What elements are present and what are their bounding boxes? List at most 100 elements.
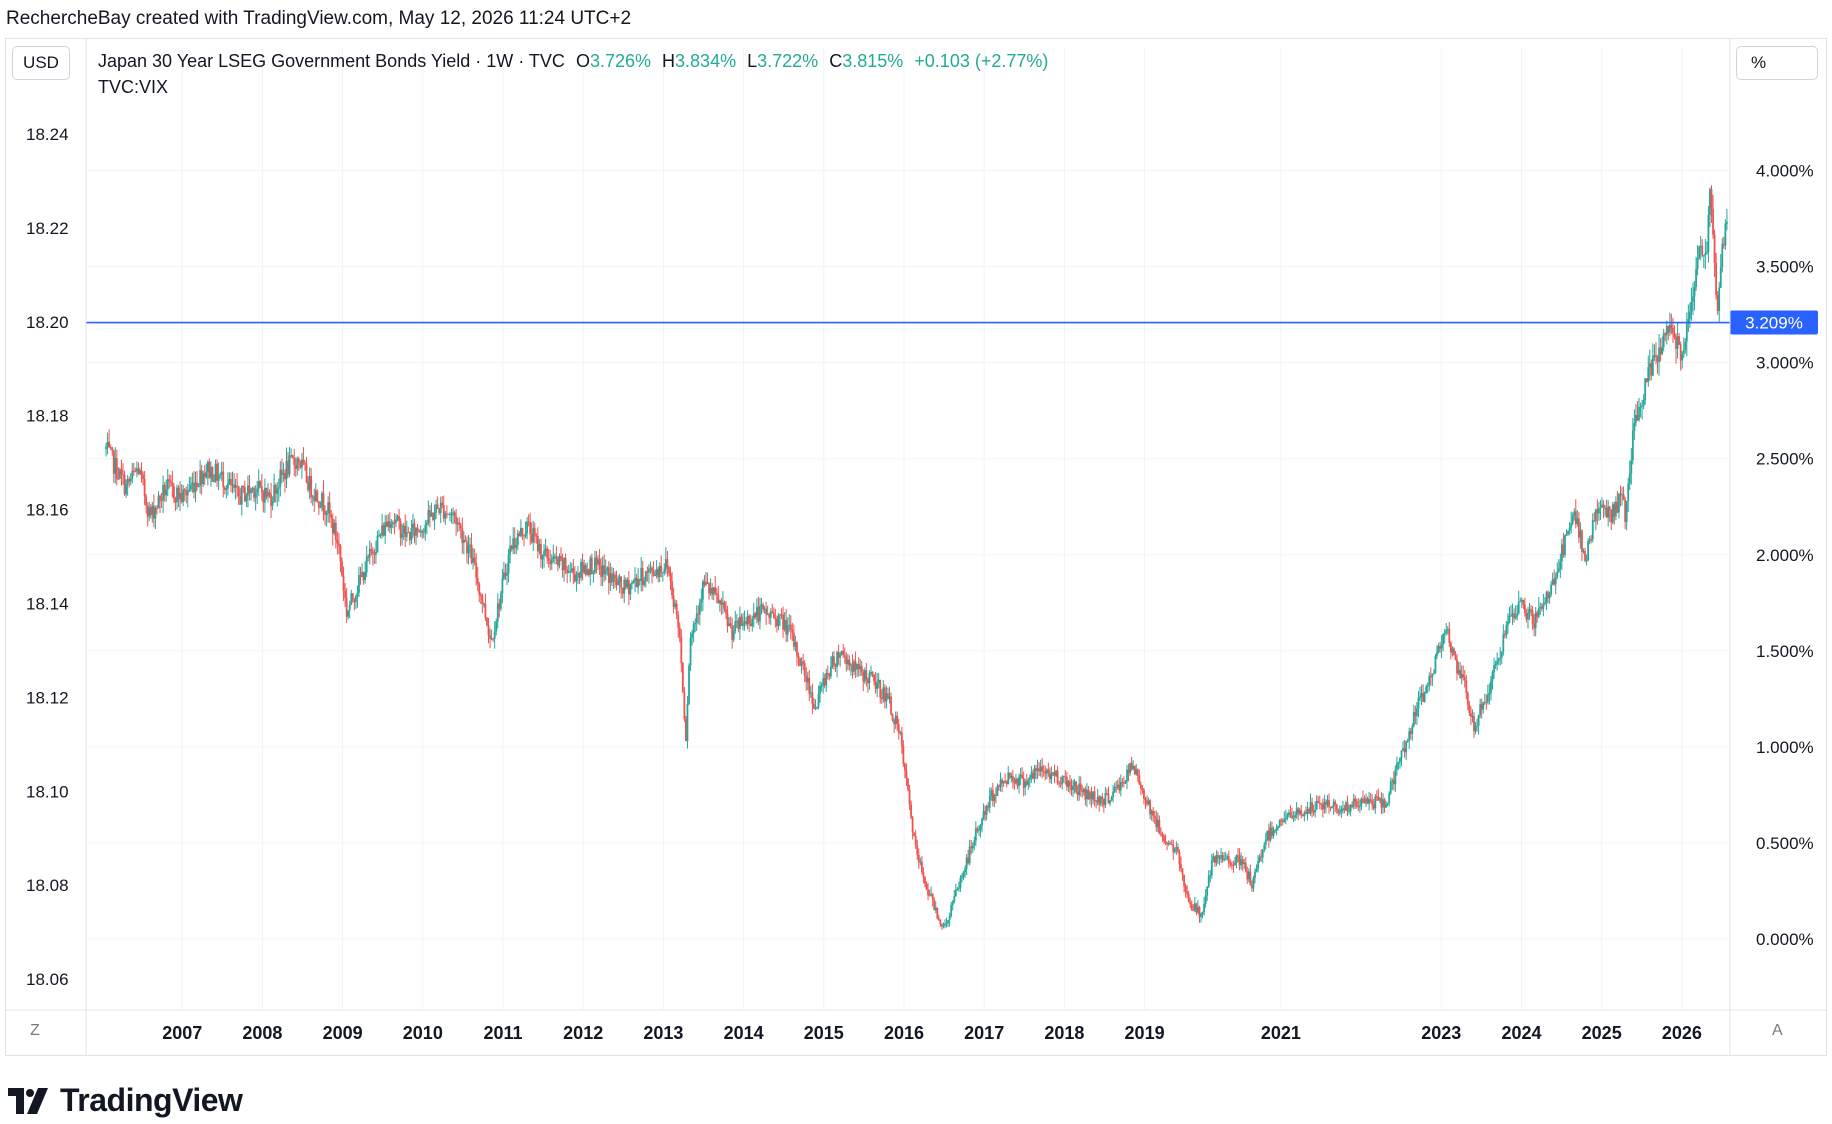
candle-body bbox=[1334, 801, 1337, 805]
candle-body bbox=[535, 535, 538, 537]
candle-body bbox=[691, 633, 693, 638]
candle-body bbox=[1010, 775, 1013, 778]
candle-body bbox=[1645, 378, 1648, 382]
x-tick-label: 2014 bbox=[724, 1023, 764, 1043]
candle-body bbox=[1574, 511, 1577, 524]
candle-body bbox=[536, 536, 539, 552]
candle-body bbox=[788, 624, 791, 626]
tradingview-logo[interactable]: TradingView bbox=[8, 1082, 243, 1119]
percent-scale-button[interactable]: % bbox=[1736, 46, 1818, 80]
candle-body bbox=[859, 666, 862, 670]
candle-body bbox=[1601, 504, 1603, 508]
candle-body bbox=[1616, 501, 1619, 513]
candle-body bbox=[1115, 786, 1118, 788]
candle-body bbox=[452, 512, 454, 514]
candle-body bbox=[648, 568, 650, 573]
candle-body bbox=[1096, 796, 1099, 803]
candle-body bbox=[185, 490, 188, 496]
candle-body bbox=[651, 567, 653, 572]
candle-body bbox=[314, 490, 317, 501]
candle-body bbox=[1281, 820, 1284, 822]
candle-body bbox=[851, 664, 854, 672]
candle-body bbox=[1599, 507, 1602, 509]
candle-body bbox=[1133, 766, 1136, 775]
candle-body bbox=[1375, 796, 1378, 798]
right-tick-label: 4.000% bbox=[1756, 162, 1814, 181]
candle-body bbox=[1550, 584, 1553, 595]
candle-body bbox=[1227, 856, 1230, 863]
candle-body bbox=[890, 696, 892, 715]
candle-body bbox=[120, 469, 123, 475]
candle-body bbox=[888, 696, 891, 699]
candle-body bbox=[1349, 804, 1352, 812]
candle-body bbox=[1662, 333, 1665, 348]
candle-body bbox=[1633, 423, 1636, 431]
candle-body bbox=[1693, 286, 1696, 297]
candle-body bbox=[1480, 704, 1483, 710]
candle-body bbox=[1698, 246, 1701, 258]
candle-body bbox=[1402, 748, 1404, 751]
candle-body bbox=[253, 488, 256, 498]
candle-body bbox=[271, 501, 274, 506]
price-chart[interactable]: 3.209% 4.000% 3.500% 3.000% 2.500% 2.000% 1.5… bbox=[0, 0, 1832, 1060]
candle-body bbox=[1030, 772, 1033, 778]
candle-body bbox=[850, 664, 852, 666]
candle-body bbox=[863, 670, 866, 682]
candle-body bbox=[384, 522, 387, 536]
currency-button[interactable]: USD bbox=[12, 46, 70, 80]
candle-body bbox=[359, 575, 362, 578]
candle-body bbox=[567, 571, 570, 573]
candle-body bbox=[154, 507, 157, 519]
candle-body bbox=[555, 556, 558, 559]
candle-body bbox=[509, 545, 512, 555]
candle-body bbox=[1377, 796, 1380, 801]
candle-body bbox=[1499, 657, 1502, 659]
candle-body bbox=[575, 575, 578, 582]
candle-body bbox=[991, 790, 994, 801]
candle-body bbox=[228, 479, 231, 484]
candle-body bbox=[1585, 560, 1588, 562]
candle-body bbox=[1184, 886, 1187, 892]
candle-body bbox=[1503, 634, 1506, 636]
candle-body bbox=[282, 472, 285, 475]
candle-body bbox=[1298, 810, 1301, 814]
candle-body bbox=[985, 805, 988, 815]
candle-body bbox=[149, 507, 152, 516]
attribution-text: RechercheBay created with TradingView.co… bbox=[6, 8, 632, 29]
candle-body bbox=[1069, 781, 1071, 786]
candle-body bbox=[1195, 903, 1198, 913]
candle-body bbox=[331, 518, 334, 534]
candle-body bbox=[1493, 665, 1495, 673]
candle-body bbox=[808, 677, 811, 694]
candle-body bbox=[1288, 812, 1290, 815]
candle-body bbox=[819, 685, 821, 694]
z-button[interactable]: Z bbox=[30, 1022, 40, 1039]
candle-body bbox=[1099, 796, 1102, 805]
candle-body bbox=[1571, 515, 1574, 524]
auto-scale-button[interactable]: A bbox=[1772, 1022, 1783, 1039]
candle-body bbox=[843, 654, 846, 657]
candle-body bbox=[156, 507, 158, 509]
candle-body bbox=[675, 603, 678, 615]
candle-body bbox=[652, 571, 655, 576]
candle-body bbox=[1061, 776, 1064, 785]
candle-body bbox=[560, 555, 562, 560]
candle-body bbox=[701, 581, 704, 600]
candle-body bbox=[689, 637, 692, 666]
candle-body bbox=[520, 527, 522, 537]
candle-body bbox=[470, 544, 473, 563]
candle-body bbox=[669, 573, 672, 582]
candle-body bbox=[1491, 672, 1494, 681]
candle-body bbox=[199, 470, 202, 486]
candle-body bbox=[1517, 601, 1520, 614]
candle-body bbox=[663, 569, 666, 573]
candle-body bbox=[1206, 886, 1209, 896]
candle-body bbox=[765, 608, 768, 615]
candle-body bbox=[1651, 355, 1654, 376]
candle-body bbox=[373, 553, 376, 555]
candle-body bbox=[1300, 810, 1303, 816]
candle-body bbox=[1567, 530, 1569, 535]
candle-body bbox=[237, 486, 240, 496]
candle-body bbox=[965, 857, 968, 869]
candle-body bbox=[1395, 763, 1398, 770]
